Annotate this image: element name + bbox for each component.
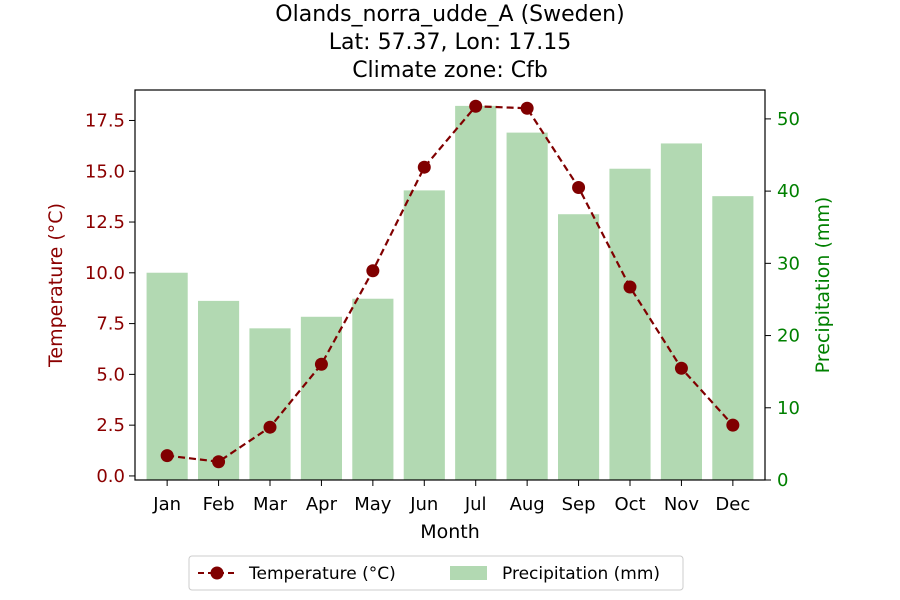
temperature-point-jun <box>417 160 431 174</box>
month-tick-label-sep: Sep <box>562 494 596 515</box>
legend-temperature-label: Temperature (°C) <box>248 564 396 584</box>
precipitation-bar-feb <box>198 300 240 480</box>
temperature-tick-label: 10.0 <box>85 263 125 284</box>
temperature-point-feb <box>212 455 226 469</box>
temperature-axis-label: Temperature (°C) <box>45 203 67 368</box>
temperature-point-jan <box>160 449 174 463</box>
precipitation-tick-label: 0 <box>777 470 788 491</box>
temperature-line-path <box>167 105 734 463</box>
legend-precipitation-swatch-icon <box>450 566 487 580</box>
temperature-point-jul <box>469 99 483 113</box>
month-tick-label-may: May <box>354 494 392 515</box>
temperature-tick-label: 5.0 <box>96 364 125 385</box>
precipitation-bar-nov <box>660 143 702 480</box>
legend-precipitation-label: Precipitation (mm) <box>502 564 660 584</box>
temperature-tick-label: 2.5 <box>96 415 125 436</box>
temperature-axis: 0.0 2.5 5.0 7.5 10.0 12.5 15.0 17.5 <box>85 110 135 487</box>
temperature-point-mar <box>263 420 277 434</box>
legend-temperature-marker-icon <box>210 566 224 580</box>
temperature-point-apr <box>314 357 328 371</box>
month-tick-label-jul: Jul <box>464 494 487 515</box>
month-tick-label-apr: Apr <box>306 494 338 515</box>
precipitation-bar-jun <box>403 190 445 480</box>
month-axis-label: Month <box>420 521 480 543</box>
precipitation-bar-jan <box>146 272 188 480</box>
plot-frame <box>134 89 766 481</box>
precipitation-tick-label: 10 <box>777 398 800 419</box>
chart-title-line-3: Climate zone: Cfb <box>352 58 548 83</box>
precipitation-bar-dec <box>712 196 754 480</box>
precipitation-tick-label: 40 <box>777 181 800 202</box>
temperature-point-oct <box>623 280 637 294</box>
precipitation-tick-label: 50 <box>777 109 800 130</box>
precipitation-tick-label: 30 <box>777 253 800 274</box>
chart-title: Olands_norra_udde_A (Sweden) Lat: 57.37,… <box>275 2 624 83</box>
temperature-point-sep <box>572 181 586 194</box>
precipitation-bar-apr <box>300 316 342 480</box>
chart-title-line-2: Lat: 57.37, Lon: 17.15 <box>329 30 571 55</box>
temperature-tick-label: 15.0 <box>85 161 125 182</box>
precipitation-axis: 0 10 20 30 40 50 <box>765 109 800 491</box>
month-axis: Jan Feb Mar Apr May Jun Jul Aug Sep Oct Nov Dec <box>152 480 750 515</box>
temperature-tick-label: 7.5 <box>96 314 125 335</box>
month-tick-label-oct: Oct <box>614 494 645 515</box>
precipitation-bars <box>146 105 754 480</box>
month-tick-label-feb: Feb <box>203 494 235 515</box>
temperature-tick-label: 17.5 <box>85 110 125 131</box>
month-tick-label-mar: Mar <box>253 494 288 515</box>
month-tick-label-dec: Dec <box>715 494 750 515</box>
month-tick-label-jun: Jun <box>409 494 438 515</box>
month-tick-label-aug: Aug <box>510 494 545 515</box>
chart-title-line-1: Olands_norra_udde_A (Sweden) <box>275 2 624 27</box>
temperature-tick-label: 12.5 <box>85 212 125 233</box>
precipitation-axis-label: Precipitation (mm) <box>812 197 834 374</box>
precipitation-bar-oct <box>609 168 651 480</box>
legend-box <box>188 555 684 591</box>
precipitation-bar-aug <box>506 132 548 480</box>
month-tick-label-jan: Jan <box>152 494 181 515</box>
precipitation-bar-mar <box>249 328 291 480</box>
precipitation-bar-jul <box>455 105 497 480</box>
temperature-point-aug <box>520 101 534 115</box>
temperature-line <box>160 99 740 469</box>
month-tick-label-nov: Nov <box>664 494 699 515</box>
temperature-tick-label: 0.0 <box>96 466 125 487</box>
temperature-point-may <box>366 264 380 278</box>
legend: Temperature (°C) Precipitation (mm) <box>188 555 684 591</box>
precipitation-bar-may <box>352 298 394 480</box>
precipitation-bar-sep <box>558 214 600 480</box>
temperature-point-dec <box>726 418 740 432</box>
precipitation-tick-label: 20 <box>777 326 800 347</box>
temperature-point-nov <box>674 361 688 375</box>
